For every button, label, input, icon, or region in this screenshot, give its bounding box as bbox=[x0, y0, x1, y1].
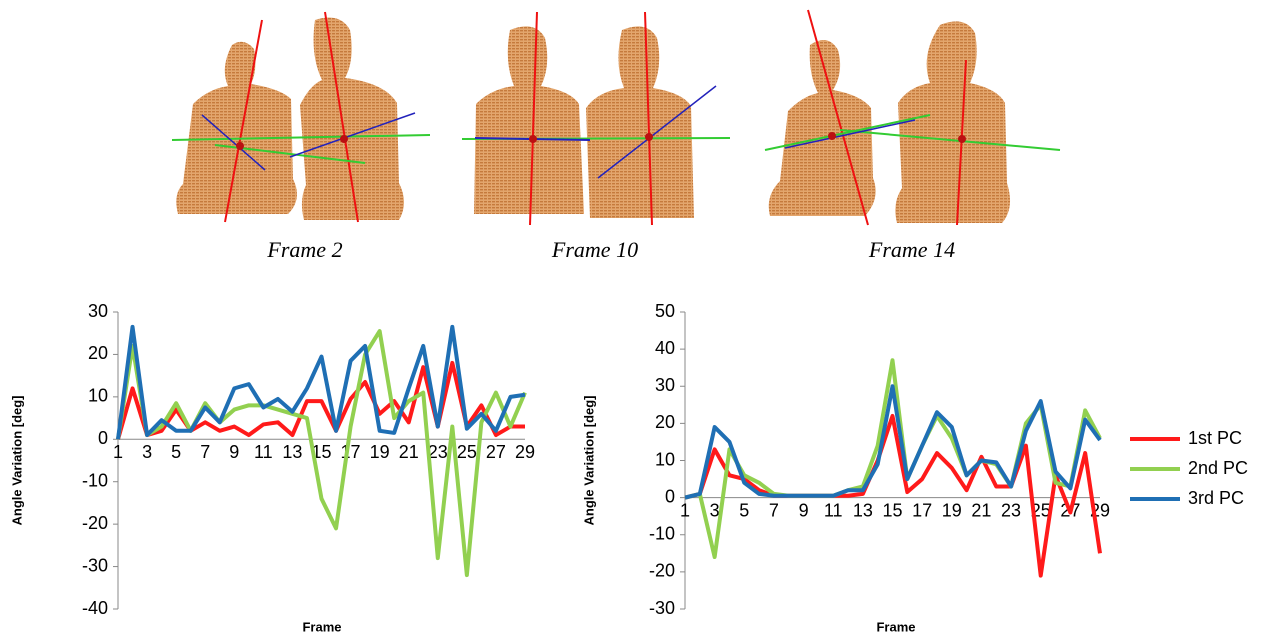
x-tick-label: 1 bbox=[680, 500, 690, 520]
y-axis-label: Angle Variation [deg] bbox=[581, 395, 596, 525]
x-tick-label: 23 bbox=[1001, 500, 1021, 520]
x-tick-label: 17 bbox=[912, 500, 932, 520]
y-tick-label: -20 bbox=[649, 561, 675, 581]
figure: Frame 2 Frame 10 Frame 14 -40-30-20-1001… bbox=[0, 0, 1278, 637]
y-tick-label: -30 bbox=[82, 555, 108, 575]
y-tick-label: 30 bbox=[88, 301, 108, 321]
x-tick-label: 15 bbox=[882, 500, 902, 520]
x-tick-label: 11 bbox=[824, 500, 843, 520]
x-tick-label: 21 bbox=[399, 442, 419, 462]
legend-label: 1st PC bbox=[1188, 428, 1242, 448]
x-tick-label: 9 bbox=[229, 442, 239, 462]
y-tick-label: 10 bbox=[655, 449, 675, 469]
x-tick-label: 1 bbox=[113, 442, 123, 462]
y-tick-label: -30 bbox=[649, 598, 675, 618]
y-tick-label: -20 bbox=[82, 513, 108, 533]
x-axis-label: Frame bbox=[302, 619, 341, 634]
x-tick-label: 13 bbox=[853, 500, 873, 520]
x-tick-label: 19 bbox=[942, 500, 962, 520]
x-tick-label: 5 bbox=[171, 442, 181, 462]
image-caption: Frame 2 bbox=[266, 237, 342, 262]
point-cloud-image bbox=[462, 12, 730, 225]
y-tick-label: -10 bbox=[649, 524, 675, 544]
y-tick-label: 0 bbox=[98, 428, 108, 448]
x-tick-label: 19 bbox=[370, 442, 390, 462]
x-tick-label: 13 bbox=[282, 442, 302, 462]
series-line bbox=[685, 416, 1100, 576]
x-axis-label: Frame bbox=[876, 619, 915, 634]
x-tick-label: 29 bbox=[515, 442, 535, 462]
y-axis-label: Angle Variation [deg] bbox=[9, 395, 24, 525]
point-cloud-image bbox=[765, 10, 1060, 225]
x-tick-label: 7 bbox=[769, 500, 779, 520]
x-tick-label: 7 bbox=[200, 442, 210, 462]
y-tick-label: -10 bbox=[82, 470, 108, 490]
legend-label: 3rd PC bbox=[1188, 488, 1244, 508]
y-tick-label: 30 bbox=[655, 375, 675, 395]
x-tick-label: 3 bbox=[142, 442, 152, 462]
x-tick-label: 9 bbox=[799, 500, 809, 520]
x-tick-label: 11 bbox=[254, 442, 273, 462]
x-tick-label: 5 bbox=[739, 500, 749, 520]
x-tick-label: 21 bbox=[971, 500, 991, 520]
y-tick-label: 0 bbox=[665, 486, 675, 506]
x-tick-label: 27 bbox=[486, 442, 506, 462]
legend-label: 2nd PC bbox=[1188, 458, 1248, 478]
y-tick-label: 50 bbox=[655, 301, 675, 321]
y-tick-label: 20 bbox=[655, 412, 675, 432]
x-tick-label: 25 bbox=[457, 442, 477, 462]
series-line bbox=[118, 327, 525, 439]
y-tick-label: 20 bbox=[88, 343, 108, 363]
y-tick-label: 10 bbox=[88, 386, 108, 406]
image-caption: Frame 14 bbox=[868, 237, 955, 262]
image-caption: Frame 10 bbox=[551, 237, 638, 262]
point-cloud-image bbox=[172, 12, 430, 222]
y-tick-label: 40 bbox=[655, 338, 675, 358]
x-tick-label: 17 bbox=[341, 442, 361, 462]
y-tick-label: -40 bbox=[82, 598, 108, 618]
